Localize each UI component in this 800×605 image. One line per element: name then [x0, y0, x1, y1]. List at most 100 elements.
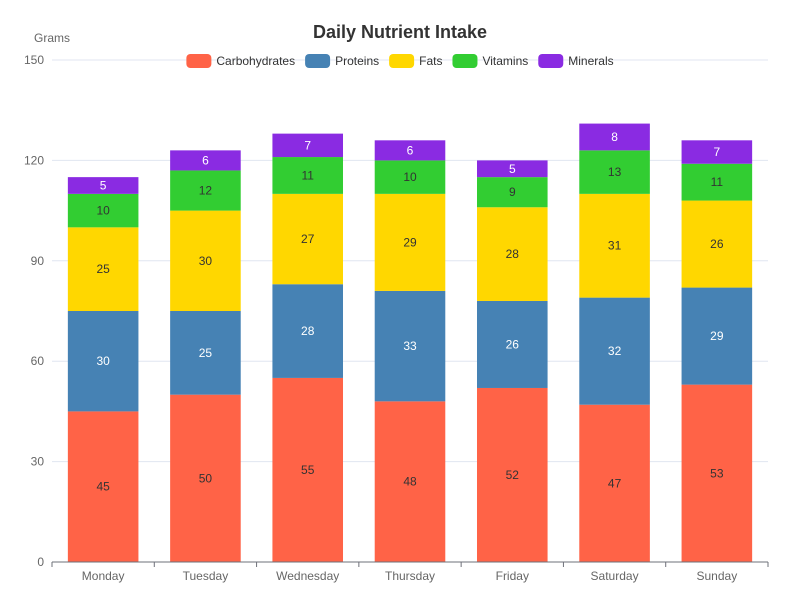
bar-segment-proteins[interactable] — [272, 284, 344, 378]
legend-item-minerals[interactable]: Minerals — [538, 54, 614, 68]
bar-segment-carbohydrates[interactable] — [476, 387, 548, 562]
bar-segment-minerals[interactable] — [374, 140, 446, 161]
data-label: 45 — [96, 480, 110, 494]
data-label: 29 — [710, 329, 724, 343]
data-label: 10 — [96, 204, 110, 218]
chart-title: Daily Nutrient Intake — [313, 22, 487, 42]
data-label: 33 — [403, 339, 417, 353]
data-label: 11 — [301, 168, 314, 182]
bar-segment-vitamins[interactable] — [681, 163, 753, 201]
legend-item-vitamins[interactable]: Vitamins — [452, 54, 528, 68]
x-tick-label: Saturday — [591, 569, 639, 583]
x-tick-label: Thursday — [385, 569, 435, 583]
bar-segment-fats[interactable] — [476, 207, 548, 301]
bar-segment-carbohydrates[interactable] — [374, 401, 446, 562]
data-label: 9 — [509, 185, 516, 199]
bar-segment-carbohydrates[interactable] — [579, 404, 650, 562]
data-label: 29 — [403, 235, 417, 249]
bar-segment-vitamins[interactable] — [272, 157, 344, 194]
axes: 0 30 60 90 120 150 Monday Tuesday Wednesday Thurs… — [24, 53, 769, 583]
bar-segment-vitamins[interactable] — [170, 170, 241, 211]
data-label: 48 — [403, 475, 417, 489]
data-label: 10 — [403, 170, 417, 184]
data-label: 31 — [608, 239, 622, 253]
legend-swatch — [389, 54, 415, 68]
data-label: 30 — [96, 354, 110, 368]
data-label: 11 — [711, 175, 724, 189]
y-tick-label: 0 — [37, 555, 44, 569]
data-label: 55 — [301, 463, 315, 477]
bar-segment-proteins[interactable] — [476, 300, 548, 388]
bar-segment-fats[interactable] — [681, 200, 753, 288]
data-label: 6 — [202, 153, 209, 167]
data-label: 5 — [509, 162, 516, 176]
legend-item-proteins[interactable]: Proteins — [305, 54, 379, 68]
bar-segment-proteins[interactable] — [67, 311, 139, 412]
bar-segment-proteins[interactable] — [170, 311, 241, 395]
bar-segment-fats[interactable] — [579, 193, 650, 298]
y-tick-label: 120 — [24, 153, 44, 167]
data-label: 6 — [407, 143, 414, 157]
data-label: 5 — [100, 179, 107, 193]
bar-segment-vitamins[interactable] — [579, 150, 650, 194]
bar-segment-minerals[interactable] — [681, 140, 753, 164]
legend-label: Carbohydrates — [216, 54, 295, 68]
bar-segment-minerals[interactable] — [170, 150, 241, 171]
legend-swatch — [452, 54, 478, 68]
data-label: 26 — [710, 237, 724, 251]
bar-segment-proteins[interactable] — [681, 287, 753, 385]
bar-segment-fats[interactable] — [272, 193, 344, 285]
legend-swatch — [538, 54, 564, 68]
legend-swatch — [305, 54, 331, 68]
data-label: 25 — [96, 262, 110, 276]
bar-segment-fats[interactable] — [170, 210, 241, 311]
bar-segment-vitamins[interactable] — [67, 193, 139, 228]
x-tick-label: Wednesday — [276, 569, 339, 583]
data-label: 12 — [199, 184, 213, 198]
legend-label: Proteins — [335, 54, 379, 68]
data-label: 26 — [506, 337, 520, 351]
bar-segment-carbohydrates[interactable] — [67, 411, 139, 562]
y-tick-label: 30 — [31, 455, 45, 469]
data-label: 50 — [199, 471, 213, 485]
x-tick-label: Monday — [82, 569, 125, 583]
y-tick-label: 90 — [31, 254, 45, 268]
x-tick-label: Sunday — [697, 569, 738, 583]
legend-item-carbohydrates[interactable]: Carbohydrates — [186, 54, 295, 68]
data-label: 47 — [608, 476, 622, 490]
legend: Carbohydrates Proteins Fats Vitamins Mineral… — [186, 54, 614, 68]
x-tick-label: Friday — [496, 569, 529, 583]
bar-segment-minerals[interactable] — [272, 133, 344, 158]
x-tick-label: Tuesday — [183, 569, 229, 583]
data-label: 28 — [301, 324, 315, 338]
data-label: 52 — [506, 468, 520, 482]
data-label: 27 — [301, 232, 315, 246]
bar-segment-carbohydrates[interactable] — [170, 394, 241, 562]
bar-segment-vitamins[interactable] — [374, 160, 446, 194]
data-label: 32 — [608, 344, 622, 358]
bar-segment-carbohydrates[interactable] — [681, 384, 753, 562]
y-tick-label: 60 — [31, 354, 45, 368]
legend-item-fats[interactable]: Fats — [389, 54, 442, 68]
legend-swatch — [186, 54, 212, 68]
legend-label: Fats — [419, 54, 442, 68]
data-label: 30 — [199, 254, 213, 268]
bar-segment-carbohydrates[interactable] — [272, 377, 344, 562]
bar-segment-minerals[interactable] — [579, 123, 650, 151]
legend-label: Minerals — [568, 54, 613, 68]
bar-segment-vitamins[interactable] — [476, 177, 548, 208]
data-label: 13 — [608, 165, 622, 179]
bar-segment-proteins[interactable] — [374, 290, 446, 402]
y-tick-label: 150 — [24, 53, 44, 67]
bar-segment-fats[interactable] — [374, 193, 446, 291]
data-label: 28 — [506, 247, 520, 261]
bar-segment-fats[interactable] — [67, 227, 139, 311]
data-label: 8 — [611, 130, 618, 144]
bar-segment-minerals[interactable] — [476, 160, 548, 178]
bar-segment-minerals[interactable] — [67, 177, 139, 194]
bar-segment-proteins[interactable] — [579, 297, 650, 405]
y-axis-label: Grams — [34, 31, 70, 45]
data-label: 7 — [714, 145, 721, 159]
